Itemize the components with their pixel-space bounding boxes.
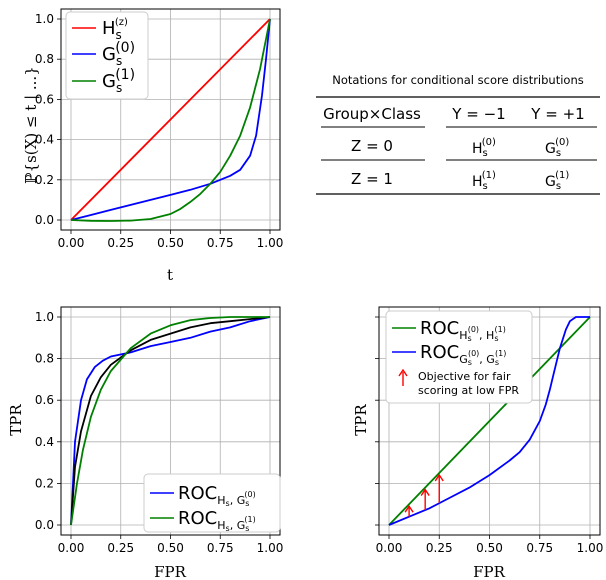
legend-label-roc-g1: ROCHs, Gs(1): [178, 508, 256, 533]
table-row1-pos: Gs(1): [545, 170, 569, 192]
legend-roc-right: ROCHs(0), Hs(1) ROCGs(0), Gs(1) Objectiv…: [385, 310, 533, 404]
table-header-neg: Y = −1: [451, 105, 505, 123]
y-tick-label: 1.0: [35, 310, 54, 324]
x-tick-label: 0.25: [426, 541, 453, 555]
panel-roc-left: 0.00 0.25 0.50 0.75 1.00 0.0 0.2 0.4 0.6 0.8 1.0 FP…: [7, 306, 284, 580]
x-tick-label: 0.75: [526, 541, 553, 555]
table-row0-pos: Gs(0): [545, 137, 569, 159]
legend-roc-left: ROCHs, Gs(0) ROCHs, Gs(1): [143, 473, 281, 533]
legend-label-roc-g0: ROCHs, Gs(0): [178, 483, 256, 508]
y-tick-label: 1.0: [35, 12, 54, 26]
table-row0-group: Z = 0: [351, 137, 393, 155]
series-line-0: [70, 316, 271, 526]
x-axis-label: t: [167, 266, 173, 284]
x-tick-label: 0.25: [107, 236, 134, 250]
legend-label-g0: Gs(0): [102, 40, 135, 68]
series-line-1: [70, 18, 271, 221]
y-tick-label: 0.8: [35, 52, 54, 66]
x-tick-label: 0.00: [58, 541, 85, 555]
legend-arrow-label-1: Objective for fair: [418, 370, 511, 383]
x-tick-label: 1.00: [257, 541, 284, 555]
legend-label-roc-h: ROCHs(0), Hs(1): [420, 318, 506, 343]
ylabel-distribution: ℙ{s(X) ≤ t | ...}: [22, 66, 40, 183]
x-tick-label: 0.75: [207, 236, 234, 250]
legend-distributions: Hs(z) Gs(0) Gs(1): [65, 11, 149, 100]
axes-frame: [378, 306, 601, 536]
table-title: Notations for conditional score distribu…: [332, 73, 584, 87]
objective-arrow-head: [404, 504, 414, 513]
x-tick-label: 0.50: [157, 236, 184, 250]
series-line-2: [70, 316, 270, 526]
y-tick-label: 0.4: [35, 435, 54, 449]
y-axis-label: TPR: [7, 404, 25, 436]
x-axis-label: FPR: [473, 563, 506, 580]
notation-table: Notations for conditional score distribu…: [316, 73, 600, 195]
y-tick-label: 0.6: [35, 393, 54, 407]
x-axis-label: FPR: [154, 563, 187, 580]
table-header-group: Group×Class: [323, 105, 421, 123]
objective-arrow-head: [420, 488, 430, 496]
table-row1-neg: Hs(1): [472, 170, 496, 192]
axes-frame: [60, 8, 281, 231]
x-tick-label: 1.00: [257, 236, 284, 250]
series-line-2: [70, 18, 271, 222]
series-line-1: [70, 316, 271, 526]
series-line-0: [388, 316, 591, 526]
x-tick-label: 0.50: [476, 541, 503, 555]
panel-distributions: 0.00 0.25 0.50 0.75 1.00 0.0 0.2 0.4 0.6 0.8 1.0 t: [35, 8, 284, 284]
x-tick-label: 0.25: [107, 541, 134, 555]
series-line-0: [70, 18, 271, 221]
x-tick-label: 0.75: [207, 541, 234, 555]
legend-label-g1: Gs(1): [102, 67, 135, 95]
table-row0-neg: Hs(0): [472, 137, 496, 159]
series-line-1: [388, 316, 590, 526]
x-tick-label: 0.00: [376, 541, 403, 555]
legend-arrow-label-2: scoring at low FPR: [418, 384, 519, 397]
x-tick-label: 1.00: [577, 541, 604, 555]
y-tick-label: 0.8: [35, 352, 54, 366]
legend-label-roc-g: ROCGs(0), Gs(1): [420, 342, 506, 367]
y-tick-label: 0.0: [35, 213, 54, 227]
y-tick-label: 0.2: [35, 173, 54, 187]
y-tick-label: 0.4: [35, 133, 54, 147]
table-header-pos: Y = +1: [530, 105, 584, 123]
x-tick-label: 0.50: [157, 541, 184, 555]
y-axis-label: TPR: [352, 404, 370, 436]
axes-frame: [60, 306, 281, 536]
panel-roc-right: 0.00 0.25 0.50 0.75 1.00 FPR TPR: [352, 306, 604, 580]
table-row1-group: Z = 1: [351, 170, 393, 188]
x-tick-label: 0.00: [58, 236, 85, 250]
y-tick-label: 0.0: [35, 518, 54, 532]
y-tick-label: 0.2: [35, 476, 54, 490]
objective-arrow-head: [434, 473, 444, 482]
y-tick-label: 0.6: [35, 92, 54, 106]
legend-label-h: Hs(z): [102, 17, 128, 42]
